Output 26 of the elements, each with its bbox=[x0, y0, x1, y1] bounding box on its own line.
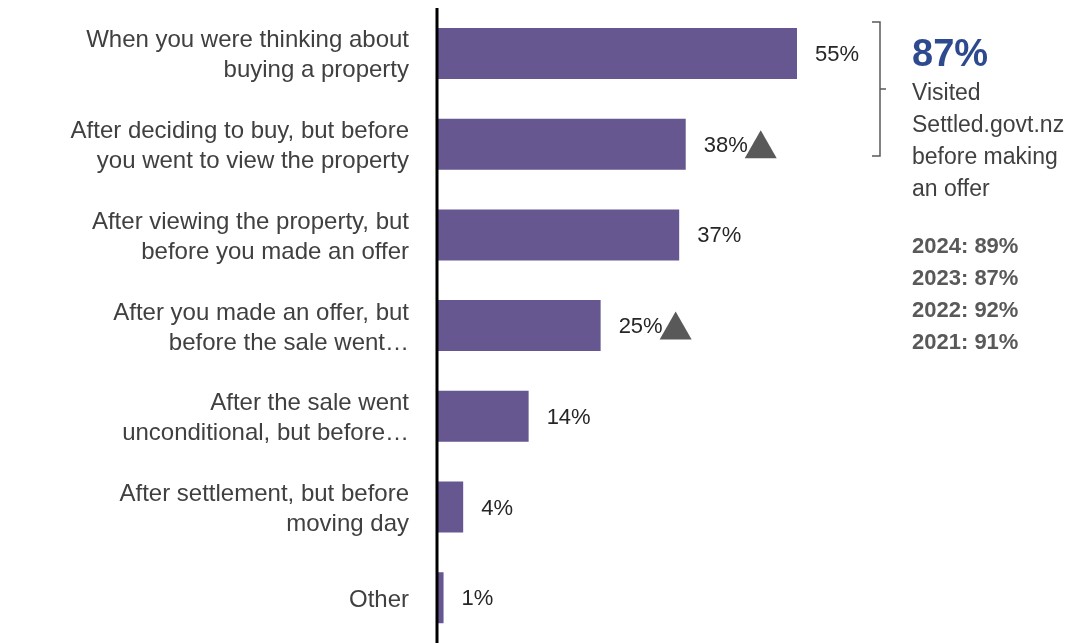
y-tick-label: Other bbox=[348, 584, 409, 612]
text: 2024: 89% bbox=[912, 232, 1020, 260]
bar bbox=[437, 300, 601, 352]
data-label: 55% bbox=[815, 40, 860, 66]
data-label: 38% bbox=[703, 131, 748, 157]
text: 2021: 91% bbox=[912, 328, 1020, 356]
y-tick-label: After viewing the property, but before you made an offer bbox=[91, 206, 410, 264]
bar bbox=[437, 118, 686, 170]
data-label: 25% bbox=[618, 313, 663, 339]
y-tick-label: After you made an offer, but before the sale went… bbox=[113, 297, 410, 354]
data-label: 1% bbox=[461, 585, 494, 611]
y-tick-label: After settlement, but before moving day bbox=[119, 478, 409, 536]
data-label: 37% bbox=[697, 222, 742, 248]
data-label: 4% bbox=[481, 494, 513, 520]
bar bbox=[437, 481, 464, 533]
y-tick-label: After deciding to buy, but before you went to view the property bbox=[70, 115, 409, 173]
text: Visited Settled.govt.nz before making an offer bbox=[912, 78, 1066, 203]
bar bbox=[437, 27, 797, 79]
bar bbox=[437, 390, 529, 442]
y-tick-label: After the sale went unconditional, but before… bbox=[122, 387, 410, 445]
y-tick-label: When you were thinking about buying a property bbox=[86, 24, 410, 82]
bar bbox=[437, 209, 680, 261]
text: 2022: 92% bbox=[912, 296, 1020, 324]
data-label: 14% bbox=[546, 403, 591, 429]
text: 2023: 87% bbox=[912, 264, 1020, 292]
text: 87% bbox=[912, 31, 990, 76]
